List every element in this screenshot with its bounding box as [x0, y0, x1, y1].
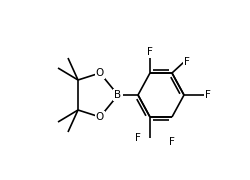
Text: F: F [135, 133, 141, 143]
Text: F: F [184, 57, 190, 67]
Text: B: B [114, 90, 121, 100]
Text: O: O [96, 112, 104, 122]
Text: O: O [96, 68, 104, 78]
Text: F: F [169, 137, 175, 147]
Text: F: F [205, 90, 211, 100]
Text: F: F [147, 47, 153, 57]
